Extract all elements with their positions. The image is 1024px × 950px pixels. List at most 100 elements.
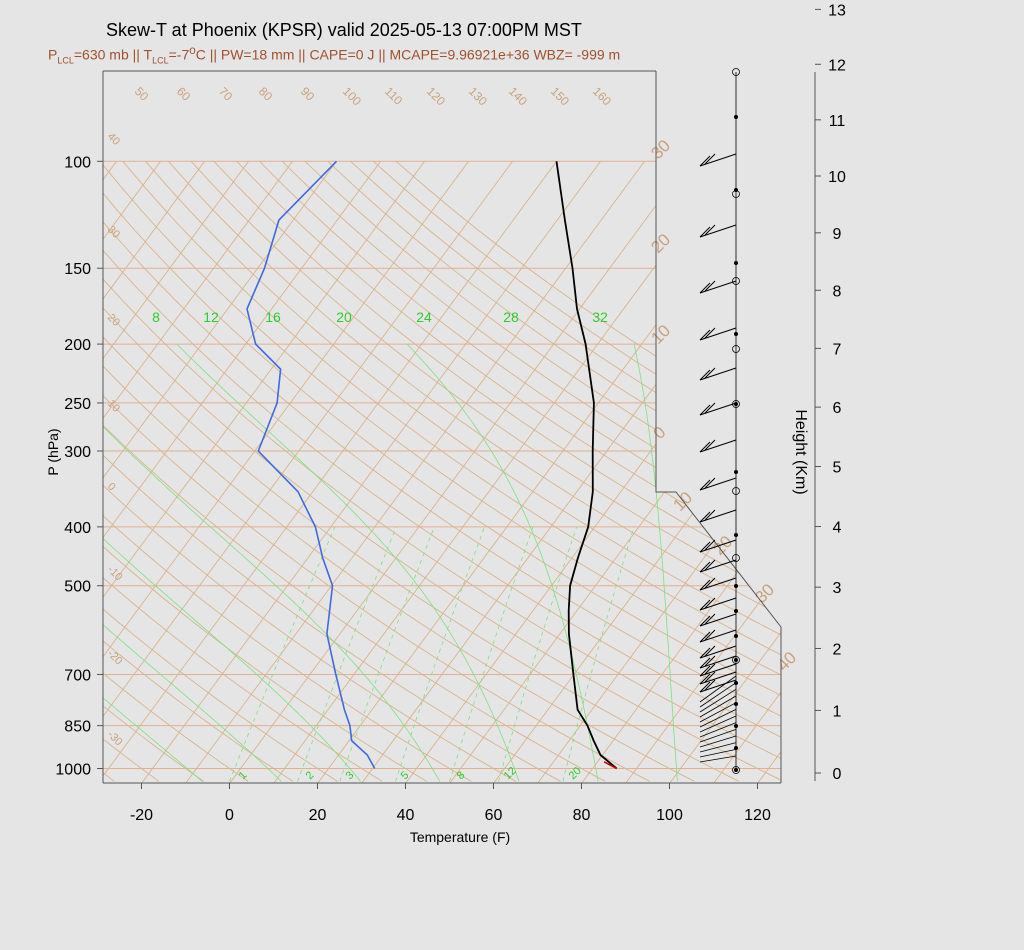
wind-barb (699, 579, 711, 591)
wind-barb (699, 655, 737, 669)
isotherm-line (669, 631, 781, 783)
dry-adiabat (236, 160, 781, 559)
height-tick-label: 5 (833, 460, 842, 477)
wind-barb (699, 631, 711, 643)
height-tick-label: 8 (833, 283, 842, 300)
wind-barb (699, 647, 711, 659)
isotherm-line (103, 161, 513, 718)
theta-label: 80 (256, 84, 276, 104)
dry-adiabat (259, 160, 781, 540)
dry-adiabat (103, 395, 651, 782)
dry-adiabat (122, 161, 781, 656)
wind-barb (699, 629, 737, 643)
mixing-ratio-lines (229, 526, 635, 782)
height-tick-label: 7 (833, 341, 842, 358)
p-tick-label: 200 (64, 337, 91, 354)
theta-label: 160 (590, 84, 614, 108)
wind-barb (699, 439, 737, 453)
wind-dot (734, 115, 738, 119)
wind-barb (699, 742, 737, 753)
wind-barb (704, 224, 716, 236)
mixing-ratio-line (297, 526, 397, 782)
mixing-ratio-label: 24 (416, 309, 432, 325)
height-tick-label: 2 (833, 641, 842, 658)
wind-dot (734, 533, 738, 537)
mixing-ratio-label-bottom: 12 (502, 765, 519, 782)
dry-adiabat (103, 672, 249, 782)
mixing-ratio-line (395, 526, 485, 782)
p-tick-label: 1000 (55, 762, 91, 779)
wind-barb (699, 329, 711, 341)
isotherm-label: -10 (105, 564, 125, 584)
wind-barb (699, 728, 737, 743)
chart-subtitle: PLCL=630 mb || TLCL=-7oC || PW=18 mm || … (48, 44, 621, 66)
wind-ring (732, 277, 740, 285)
dry-adiabat (281, 160, 781, 522)
x-tick-label: 0 (225, 807, 234, 824)
wind-dot (734, 261, 738, 265)
mixing-ratio-label: 20 (336, 309, 352, 325)
mixing-ratio-line (229, 526, 336, 782)
wind-barb (699, 539, 737, 553)
wind-barb (699, 645, 737, 659)
wind-barb (699, 404, 711, 416)
wind-barb (704, 597, 716, 609)
isotherm-line (103, 161, 469, 658)
p-tick-label: 150 (64, 261, 91, 278)
temperature-line (555, 161, 618, 770)
wind-barb (699, 402, 737, 416)
dry-adiabat (103, 278, 781, 759)
height-tick-label: 9 (833, 226, 842, 243)
height-tick-label: 10 (828, 169, 846, 186)
height-tick-label: 1 (833, 703, 842, 720)
x-tick-label: 100 (656, 807, 683, 824)
wind-barb (704, 327, 716, 339)
wind-barb (699, 280, 737, 294)
wind-barb (699, 679, 737, 693)
wind-ring (732, 345, 740, 353)
p-tick-label: 400 (64, 520, 91, 537)
height-tick-label: 11 (829, 113, 846, 130)
wind-barb (699, 715, 737, 733)
mixing-ratio-label-bottom: 20 (567, 765, 584, 782)
wind-barb (699, 682, 737, 708)
x-tick-label: 60 (485, 807, 503, 824)
wind-barb (699, 224, 737, 238)
wind-barb (704, 679, 716, 691)
x-tick-label: 40 (397, 807, 415, 824)
height-tick-label: 12 (828, 57, 846, 74)
plot-mask (656, 71, 1024, 783)
wind-barb (704, 402, 716, 414)
mixing-ratio-label-bottom: 1 (237, 769, 250, 782)
theta-label: 50 (132, 84, 152, 104)
wind-barb (699, 577, 737, 591)
wind-dot (734, 681, 738, 685)
dry-adiabat (103, 738, 160, 782)
wind-barb (699, 722, 737, 738)
theta-label: 70 (216, 84, 236, 104)
wind-barb (699, 708, 737, 728)
wind-dot (734, 332, 738, 336)
wind-barb (704, 613, 716, 625)
wind-barbs (699, 68, 740, 774)
wind-barb (699, 702, 737, 723)
plot-right-border (655, 71, 782, 783)
dry-adiabat (190, 160, 781, 597)
dry-adiabat (103, 705, 204, 782)
height-axis-label: Height (Km) (792, 409, 809, 494)
wind-ring (732, 656, 740, 664)
y-axis-label: P (hPa) (45, 428, 61, 475)
surface-segment (603, 761, 618, 770)
theta-label: 90 (298, 84, 318, 104)
theta-label: 130 (466, 84, 490, 108)
wind-barb (704, 645, 716, 657)
dry-adiabat (103, 307, 781, 781)
wind-dot (734, 634, 738, 638)
wind-barb (704, 577, 716, 589)
wind-barb (704, 559, 716, 571)
x-tick-label: 20 (309, 807, 327, 824)
wind-ring (732, 554, 740, 562)
wind-ring (732, 68, 740, 76)
